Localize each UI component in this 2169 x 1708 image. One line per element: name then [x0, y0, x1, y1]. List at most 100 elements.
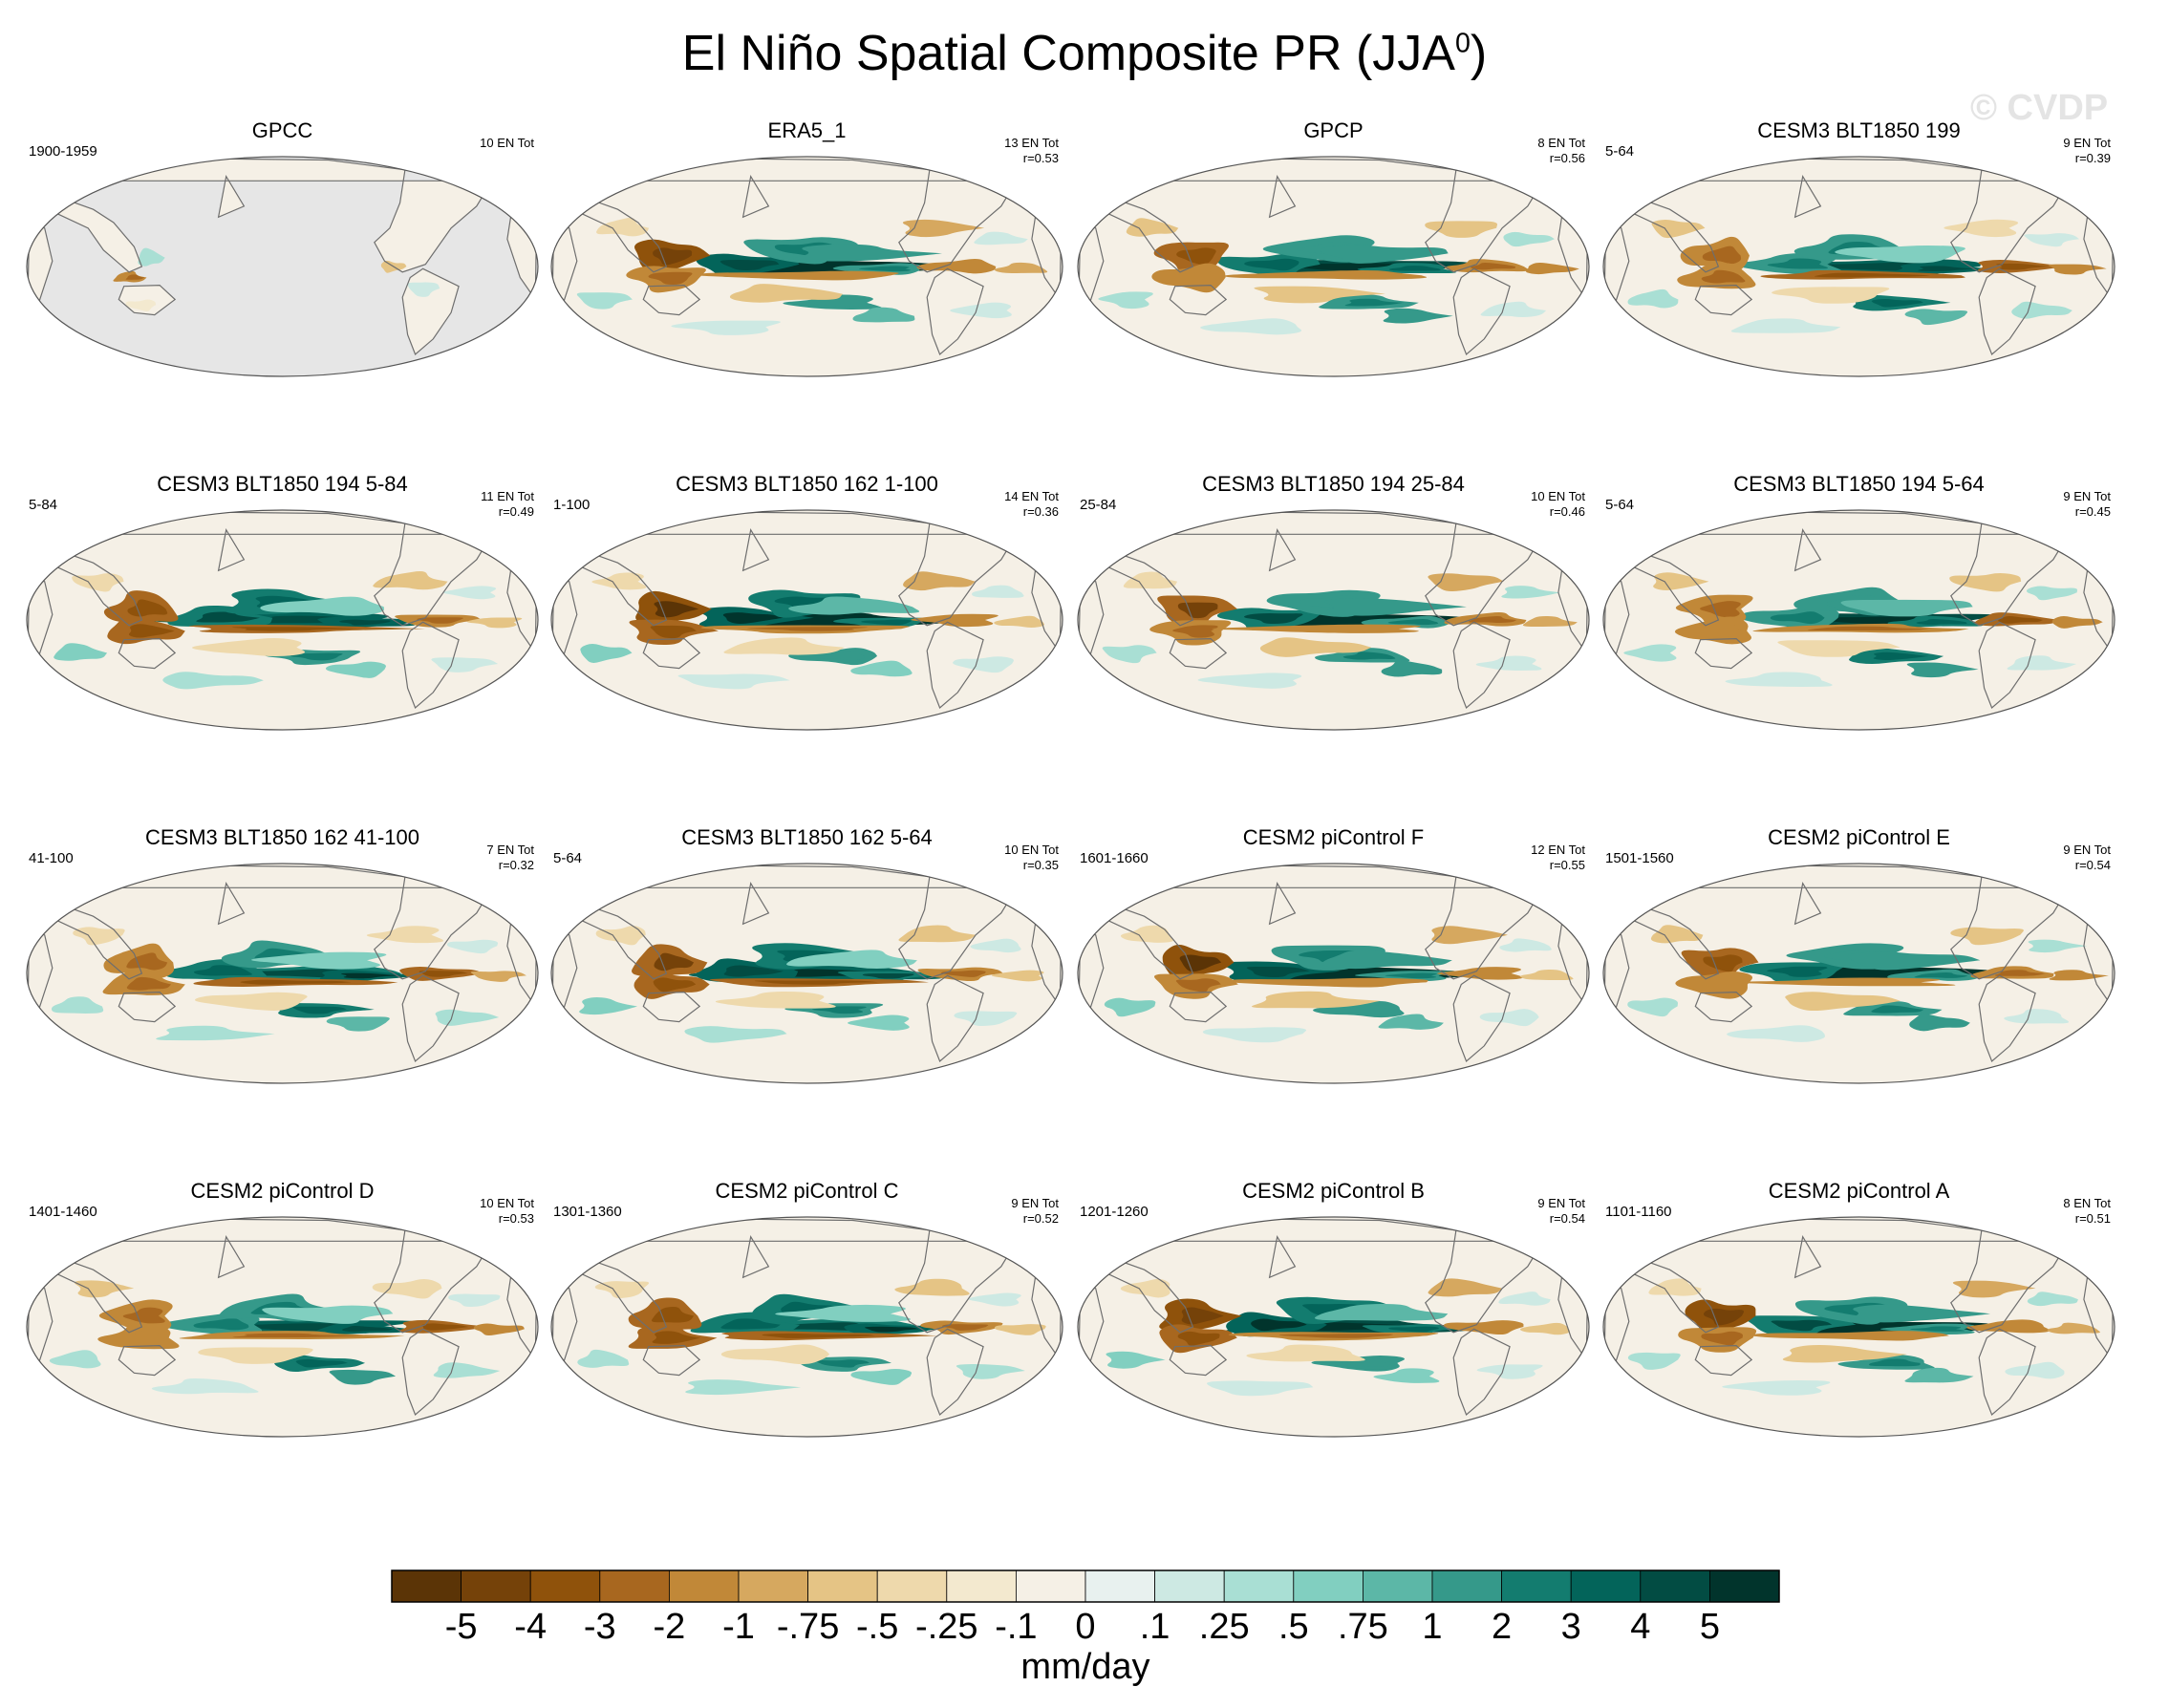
- colorbar-tick-label: 0: [1075, 1607, 1095, 1647]
- precip-anomaly-blob: [2024, 233, 2079, 247]
- panel-stats: 9 EN Tot r=0.54: [2063, 843, 2111, 873]
- precip-anomaly-blob: [446, 939, 499, 954]
- precip-anomaly-core: [127, 599, 168, 617]
- precip-anomaly-core: [1344, 298, 1405, 307]
- coastline: [1978, 974, 2036, 1063]
- precip-anomaly-blob: [54, 643, 108, 661]
- colorbar-swatch: [599, 1569, 670, 1603]
- precip-anomaly-blob: [1909, 1014, 1970, 1032]
- precip-anomaly-blob: [591, 572, 647, 590]
- map-svg: [550, 156, 1063, 377]
- panel-title: CESM2 piControl D: [190, 1179, 375, 1203]
- colorbar-units-label: mm/day: [1020, 1647, 1149, 1687]
- precip-anomaly-core: [341, 1326, 393, 1333]
- precip-anomaly-blob: [580, 643, 633, 663]
- pattern-correlation: r=0.55: [1549, 858, 1585, 872]
- precip-anomaly-core: [723, 965, 784, 977]
- precip-anomaly-blob: [1324, 598, 1467, 616]
- precip-anomaly-blob: [51, 996, 104, 1014]
- colorbar-tick-label: -4: [514, 1607, 547, 1647]
- coastline: [553, 158, 1018, 273]
- map-panel: CESM2 piControl C 1301-1360 9 EN Tot r=0.52: [538, 1179, 1076, 1532]
- coastline: [1080, 511, 1544, 627]
- coastline: [1605, 511, 2070, 627]
- event-count: 10 EN Tot: [1004, 843, 1059, 857]
- map-panel: CESM2 piControl A 1101-1160 8 EN Tot r=0.51: [1590, 1179, 2128, 1532]
- precip-anomaly-core: [1996, 263, 2050, 270]
- precip-anomaly-core: [1868, 1358, 1921, 1367]
- precip-anomaly-core: [1703, 1308, 1745, 1326]
- colorbar-swatch: [529, 1569, 601, 1603]
- precip-anomaly-blob: [1206, 1380, 1314, 1397]
- precip-anomaly-core: [941, 263, 987, 270]
- coastline: [1452, 1328, 1511, 1417]
- precip-anomaly-blob: [443, 586, 497, 600]
- precip-anomaly-blob: [372, 1278, 442, 1299]
- precip-anomaly-core: [651, 1306, 695, 1323]
- panel-stats: 10 EN Tot r=0.53: [480, 1196, 534, 1227]
- coastline: [1978, 267, 2036, 356]
- precip-anomaly-core: [1702, 246, 1742, 265]
- coastline: [1633, 197, 1720, 273]
- precip-anomaly-core: [240, 979, 352, 985]
- precip-anomaly-blob: [1259, 637, 1372, 657]
- event-count: 14 EN Tot: [1004, 489, 1059, 503]
- coastline: [401, 621, 460, 710]
- coastline: [1978, 1328, 2036, 1417]
- precip-anomaly-core: [1698, 977, 1742, 992]
- coastline: [1694, 637, 1753, 670]
- precip-anomaly-core: [1800, 979, 1920, 985]
- precip-anomaly-blob: [775, 1304, 912, 1322]
- precip-anomaly-core: [417, 617, 463, 624]
- map-panel: GPCP 8 EN Tot r=0.56: [1064, 118, 1602, 472]
- precip-anomaly-blob: [1106, 1351, 1166, 1369]
- colorbar-tick-label: .25: [1199, 1607, 1250, 1647]
- precip-anomaly-core: [126, 952, 168, 971]
- precip-anomaly-core: [126, 976, 171, 991]
- panel-period: 25-84: [1080, 497, 1117, 513]
- coastline: [642, 284, 701, 316]
- colorbar-swatch: [1709, 1569, 1780, 1603]
- event-count: 9 EN Tot: [2063, 136, 2111, 150]
- precip-anomaly-core: [1998, 616, 2043, 624]
- map-border: [1077, 1216, 1590, 1438]
- coastline: [1169, 1344, 1228, 1377]
- precip-anomaly-blob: [994, 1324, 1046, 1335]
- precip-anomaly-blob: [1098, 291, 1153, 310]
- map-panel: GPCC 1900-1959 10 EN Tot: [13, 118, 551, 472]
- colorbar-tick-label: -.75: [777, 1607, 839, 1647]
- precip-anomaly-core: [193, 965, 252, 976]
- precip-anomaly-blob: [677, 673, 790, 690]
- precip-anomaly-blob: [194, 992, 308, 1012]
- map-svg: [550, 509, 1063, 731]
- precip-anomaly-core: [1807, 626, 1929, 631]
- precip-anomaly-blob: [729, 284, 843, 303]
- coastline: [1633, 550, 1720, 627]
- map-panel: CESM3 BLT1850 194 25-84 25-84 10 EN Tot r=0…: [1064, 472, 1602, 825]
- colorbar-tick-label: 5: [1700, 1607, 1720, 1647]
- panel-period: 5-64: [1605, 143, 1635, 160]
- precip-anomaly-blob: [1123, 571, 1178, 589]
- precip-anomaly-core: [1175, 978, 1221, 993]
- precip-anomaly-blob: [473, 1323, 525, 1336]
- precip-anomaly-blob: [72, 573, 124, 592]
- precip-anomaly-core: [1910, 1326, 1965, 1332]
- event-count: 13 EN Tot: [1004, 136, 1059, 150]
- panel-period: 1101-1160: [1605, 1204, 1672, 1220]
- precip-anomaly-core: [295, 1358, 348, 1368]
- precip-anomaly-blob: [1425, 221, 1498, 238]
- coastline: [1452, 974, 1511, 1063]
- precip-anomaly-blob: [994, 262, 1048, 273]
- panel-stats: 9 EN Tot r=0.52: [1011, 1196, 1059, 1227]
- precip-anomaly-blob: [1727, 1025, 1826, 1042]
- precip-anomaly-core: [654, 601, 699, 618]
- panel-period: 1-100: [553, 497, 591, 513]
- pattern-correlation: r=0.53: [498, 1211, 534, 1226]
- coastline: [1268, 882, 1297, 926]
- panel-stats: 13 EN Tot r=0.53: [1004, 136, 1059, 166]
- precip-anomaly-blob: [198, 1347, 313, 1364]
- map-border: [1602, 156, 2115, 377]
- map-panel: CESM2 piControl D 1401-1460 10 EN Tot r=0.5…: [13, 1179, 551, 1532]
- panel-title: CESM3 BLT1850 162 1-100: [676, 472, 938, 496]
- precip-anomaly-blob: [577, 1349, 630, 1368]
